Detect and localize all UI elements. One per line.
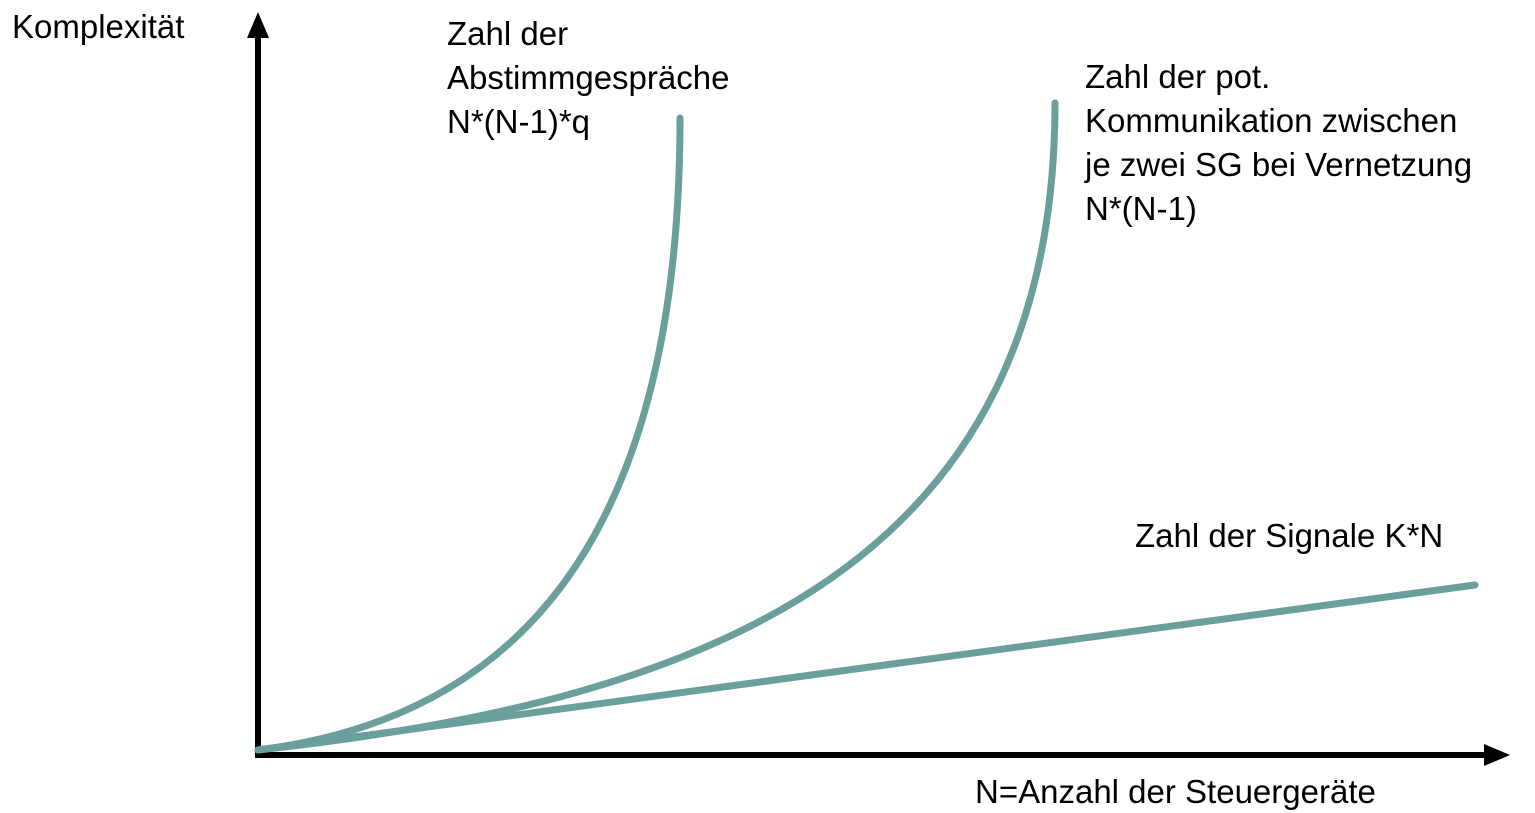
- curve-label: Abstimmgespräche: [447, 59, 729, 96]
- y-axis-arrow: [247, 12, 269, 38]
- x-axis-label: N=Anzahl der Steuergeräte: [975, 773, 1376, 810]
- curve-label: Zahl der pot.: [1085, 58, 1270, 95]
- curve-label: Kommunikation zwischen: [1085, 102, 1457, 139]
- curve-label: je zwei SG bei Vernetzung: [1084, 146, 1472, 183]
- y-axis-label: Komplexität: [12, 8, 184, 45]
- curve-label: N*(N-1): [1085, 190, 1197, 227]
- curve-labels: Zahl der Abstimmgespräche N*(N-1)*q Zahl de…: [447, 15, 1472, 554]
- x-axis-arrow: [1484, 744, 1510, 766]
- curve: [254, 99, 1059, 754]
- curve: [254, 581, 1479, 754]
- curve-label: N*(N-1)*q: [447, 103, 590, 140]
- curve-label: Zahl der: [447, 15, 568, 52]
- curve: [254, 114, 684, 754]
- curve-label: Zahl der Signale K*N: [1135, 517, 1443, 554]
